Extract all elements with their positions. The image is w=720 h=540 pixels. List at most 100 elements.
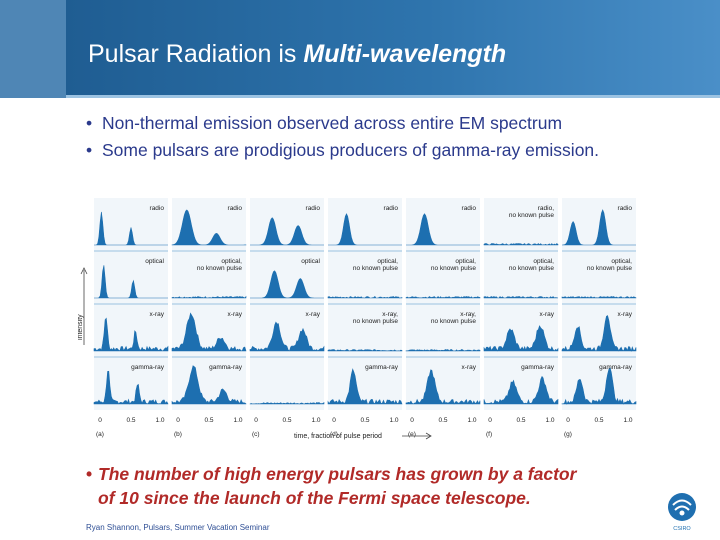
pulse-profile <box>561 315 637 352</box>
tick-label: 0 <box>98 417 102 424</box>
highlight-line-1: The number of high energy pulsars has gr… <box>98 464 577 484</box>
logo-text: CSIRO <box>673 526 691 532</box>
x-axis-arrowhead <box>425 432 432 440</box>
bullet-dot: • <box>86 140 93 160</box>
title-bar <box>66 0 720 98</box>
bullet-dot: • <box>86 464 93 484</box>
panel-letter: (e) <box>408 431 416 438</box>
tick-label: 0.5 <box>282 417 291 424</box>
pulse-profile <box>483 325 559 352</box>
pulse-profile <box>327 295 403 299</box>
tick-label: 0 <box>488 417 492 424</box>
pulse-profile <box>94 211 168 246</box>
tick-label: 0.5 <box>594 417 603 424</box>
band-label: optical, no known pulse <box>587 258 633 272</box>
pulse-profile <box>249 321 325 352</box>
band-label: optical, no known pulse <box>353 258 399 272</box>
highlight-line-2: of 10 since the launch of the Fermi spac… <box>98 488 531 508</box>
title-emphasis: Multi-wavelength <box>303 40 507 68</box>
y-axis-arrowhead <box>80 267 88 275</box>
pulse-profile <box>405 296 481 299</box>
pulse-profile-figure: radio optical x-ray gamma-ray 0 0.5 1.0 (a) radi… <box>78 198 637 440</box>
pulse-profile <box>171 312 247 352</box>
tick-label: 0.5 <box>516 417 525 424</box>
pulse-profile <box>327 349 403 352</box>
band-label: gamma-ray <box>131 364 165 371</box>
pulse-profile <box>561 209 636 246</box>
tick-label: 0 <box>254 417 258 424</box>
pulse-profile <box>94 265 168 299</box>
corner-block <box>0 0 66 98</box>
pulse-profile <box>249 402 325 405</box>
pulse-profile <box>405 349 481 352</box>
bullet-dot: • <box>86 113 93 133</box>
band-label: radio <box>228 205 243 212</box>
band-label: radio <box>384 205 399 212</box>
band-label: radio, no known pulse <box>509 205 555 219</box>
pulse-profile <box>328 213 402 246</box>
band-label: gamma-ray <box>521 364 555 371</box>
tick-label: 1.0 <box>623 417 632 424</box>
band-label: x-ray <box>228 311 243 318</box>
tick-label: 0.5 <box>438 417 447 424</box>
band-label: optical <box>301 258 320 265</box>
panel-letter: (c) <box>252 431 260 438</box>
band-label: x-ray, no known pulse <box>431 311 477 325</box>
band-label: radio <box>462 205 477 212</box>
highlight-bullet: • The number of high energy pulsars has g… <box>86 462 646 510</box>
slide-title: Pulsar Radiation is Multi-wavelength <box>88 40 506 69</box>
band-label: gamma-ray <box>599 364 633 371</box>
footer-text: Ryan Shannon, Pulsars, Summer Vacation S… <box>86 523 270 532</box>
x-axis-label: time, fraction of pulse period <box>294 433 382 440</box>
tick-label: 0.5 <box>360 417 369 424</box>
pulse-profile <box>483 375 559 405</box>
tick-label: 1.0 <box>155 417 164 424</box>
pulse-profile <box>250 217 324 246</box>
tick-label: 0 <box>410 417 414 424</box>
bullet-item: • Some pulsars are prodigious producers o… <box>86 137 599 164</box>
pulse-profile <box>171 365 247 405</box>
band-label: radio <box>618 205 633 212</box>
tick-label: 1.0 <box>389 417 398 424</box>
panel-letter: (a) <box>96 431 104 438</box>
y-axis-label: intensity <box>78 314 84 340</box>
band-label: radio <box>306 205 321 212</box>
bullet-text: Non-thermal emission observed across ent… <box>102 113 563 133</box>
band-label: x-ray <box>462 364 477 371</box>
tick-label: 0.5 <box>126 417 135 424</box>
pulse-profile <box>171 209 247 246</box>
band-label: x-ray <box>540 311 555 318</box>
band-label: x-ray <box>306 311 321 318</box>
tick-label: 0.5 <box>204 417 213 424</box>
band-label: optical, no known pulse <box>509 258 555 272</box>
tick-label: 1.0 <box>233 417 242 424</box>
pulse-profile <box>93 370 169 405</box>
tick-label: 0 <box>332 417 336 424</box>
tick-label: 1.0 <box>467 417 476 424</box>
pulse-profile <box>250 270 324 299</box>
band-label: x-ray, no known pulse <box>353 311 399 325</box>
panel-letter: (d) <box>330 431 338 438</box>
band-label: optical, no known pulse <box>197 258 243 272</box>
tick-label: 1.0 <box>311 417 320 424</box>
tick-label: 0 <box>566 417 570 424</box>
bullet-text: Some pulsars are prodigious producers of… <box>102 140 600 160</box>
tick-label: 0 <box>176 417 180 424</box>
pulse-profile <box>483 296 559 299</box>
bullet-item: • Non-thermal emission observed across en… <box>86 110 599 137</box>
pulse-profile <box>93 317 169 352</box>
pulse-profile <box>406 213 480 246</box>
panel-letter: (g) <box>564 431 572 438</box>
band-label: gamma-ray <box>365 364 399 371</box>
pulse-profile <box>561 296 637 299</box>
pulse-profile <box>483 243 559 246</box>
bullet-list: • Non-thermal emission observed across en… <box>86 110 599 164</box>
panel-letter: (f) <box>486 431 492 438</box>
tick-label: 1.0 <box>545 417 554 424</box>
band-label: gamma-ray <box>209 364 243 371</box>
band-label: optical <box>145 258 164 265</box>
band-label: x-ray <box>150 311 165 318</box>
csiro-logo: CSIRO <box>668 493 696 532</box>
band-label: radio <box>150 205 165 212</box>
